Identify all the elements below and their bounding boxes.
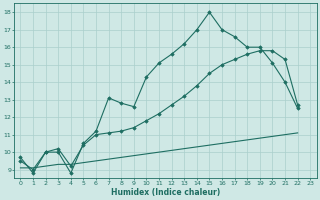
- X-axis label: Humidex (Indice chaleur): Humidex (Indice chaleur): [111, 188, 220, 197]
